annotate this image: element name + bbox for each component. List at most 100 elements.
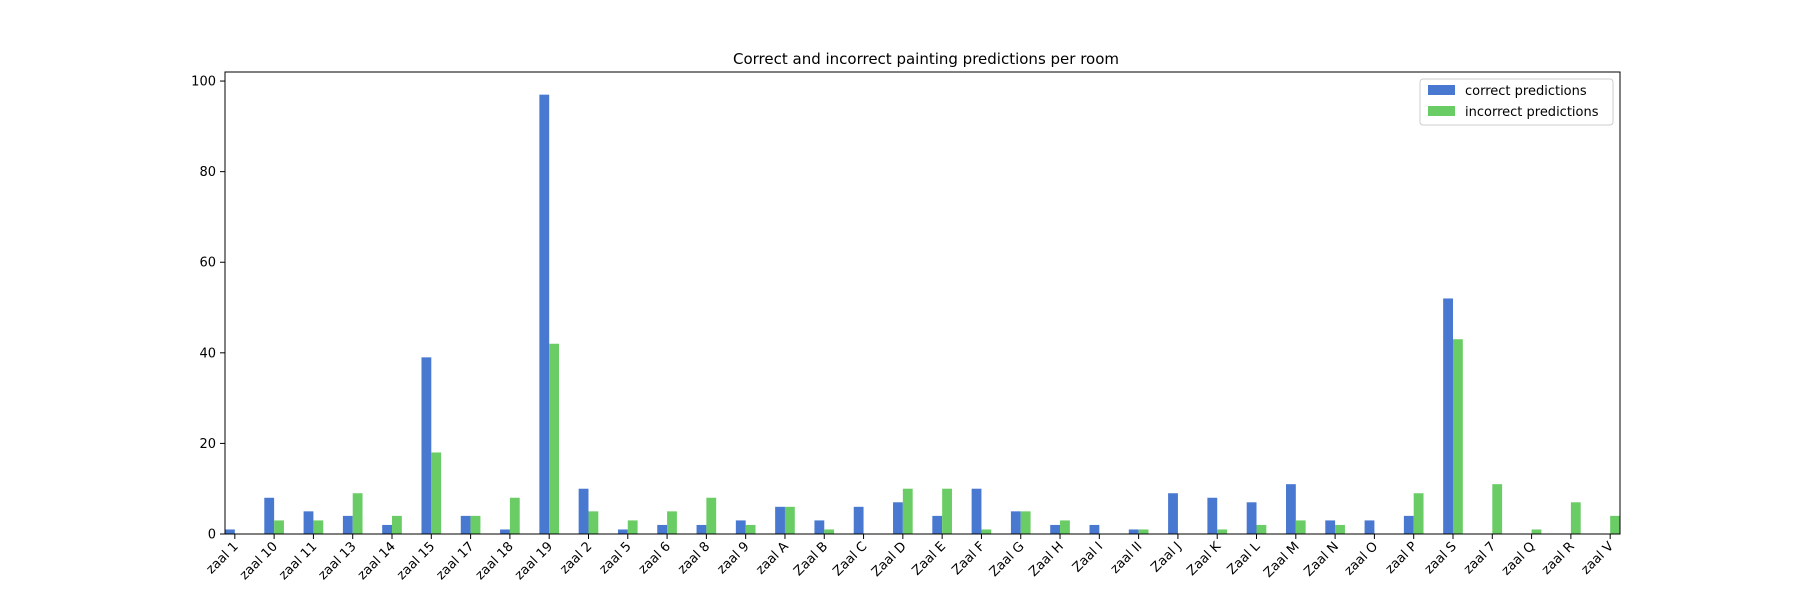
y-tick-label: 40 (199, 346, 216, 361)
x-tick-label: Zaal E (910, 539, 949, 578)
bar-incorrect-23 (1138, 529, 1149, 534)
bar-correct-3 (342, 515, 353, 534)
bar-correct-5 (421, 357, 432, 534)
x-tick-label: Zaal J (1148, 539, 1184, 575)
bar-correct-10 (617, 529, 628, 534)
bar-incorrect-6 (470, 515, 481, 534)
chart-title: Correct and incorrect painting predictio… (733, 50, 1119, 68)
bar-incorrect-21 (1060, 520, 1070, 534)
bar-correct-18 (932, 515, 943, 534)
x-tick-label: Zaal F (949, 539, 988, 578)
legend-swatch-correct (1428, 85, 1455, 95)
y-tick-label: 80 (199, 165, 216, 180)
bar-correct-26 (1246, 502, 1257, 534)
bar-incorrect-2 (313, 520, 324, 534)
bar-correct-13 (735, 520, 746, 534)
x-tick-label: zaal 10 (237, 539, 281, 583)
x-tick-label: zaal 13 (316, 539, 360, 583)
bar-incorrect-15 (824, 529, 835, 534)
bar-incorrect-25 (1217, 529, 1228, 534)
plot-frame (224, 71, 1621, 535)
bar-incorrect-31 (1452, 339, 1463, 534)
bar-incorrect-4 (392, 515, 402, 534)
bar-correct-2 (303, 511, 314, 534)
legend-label-correct: correct predictions (1465, 84, 1587, 99)
bar-incorrect-10 (627, 520, 638, 534)
bar-correct-23 (1128, 529, 1139, 534)
bar-correct-0 (225, 529, 235, 534)
x-tick-label: zaal 9 (714, 539, 752, 577)
bar-incorrect-28 (1335, 524, 1345, 534)
x-tick-label: Zaal N (1301, 539, 1342, 580)
bar-incorrect-7 (509, 497, 520, 534)
x-tick-label: zaal 11 (276, 539, 320, 583)
bar-incorrect-32 (1492, 484, 1503, 534)
bar-correct-6 (460, 515, 471, 534)
y-tick-label: 100 (191, 75, 216, 90)
x-tick-label: Zaal L (1225, 539, 1264, 578)
x-tick-label: zaal II (1108, 539, 1146, 577)
bar-correct-11 (657, 524, 668, 534)
x-tick-label: zaal O (1342, 539, 1381, 578)
bar-correct-27 (1285, 484, 1296, 534)
bar-incorrect-30 (1413, 493, 1424, 534)
x-tick-label: zaal 15 (394, 539, 438, 583)
bar-incorrect-34 (1570, 502, 1581, 534)
bar-correct-20 (1010, 511, 1021, 534)
x-tick-label: zaal 2 (557, 539, 595, 577)
legend-box (1419, 78, 1614, 126)
x-tick-label: zaal P (1383, 539, 1421, 577)
bar-correct-19 (971, 488, 982, 534)
x-tick-label: zaal 8 (675, 539, 713, 577)
bar-incorrect-18 (942, 488, 952, 534)
bar-incorrect-5 (431, 452, 442, 534)
x-tick-label: zaal 18 (473, 539, 517, 583)
bar-incorrect-33 (1531, 529, 1542, 534)
x-tick-label: zaal S (1422, 539, 1460, 577)
bar-incorrect-26 (1256, 524, 1267, 534)
x-tick-label: zaal 14 (355, 539, 399, 583)
x-tick-label: Zaal G (987, 539, 1028, 580)
bar-incorrect-9 (588, 511, 599, 534)
bar-correct-30 (1403, 515, 1414, 534)
bar-incorrect-20 (1020, 511, 1031, 534)
x-tick-label: zaal 6 (636, 539, 674, 577)
bar-correct-25 (1207, 497, 1218, 534)
bar-correct-12 (696, 524, 707, 534)
bar-incorrect-12 (706, 497, 717, 534)
bar-correct-21 (1050, 524, 1061, 534)
bar-correct-17 (893, 502, 903, 534)
x-tick-label: Zaal D (869, 539, 910, 580)
y-tick-label: 0 (208, 528, 216, 543)
legend-label-incorrect: incorrect predictions (1465, 105, 1599, 120)
y-tick-label: 60 (199, 256, 216, 271)
legend: correct predictions incorrect prediction… (1419, 78, 1614, 126)
bar-correct-16 (853, 506, 864, 534)
bar-correct-4 (382, 524, 392, 534)
bar-incorrect-19 (981, 529, 992, 534)
bar-correct-8 (539, 94, 550, 535)
x-tick-label: Zaal H (1026, 539, 1067, 580)
bar-incorrect-3 (352, 493, 363, 534)
bar-correct-7 (500, 529, 510, 534)
bar-incorrect-14 (784, 506, 795, 534)
y-tick-label: 20 (199, 437, 216, 452)
bars-group (225, 94, 1620, 535)
bar-incorrect-27 (1295, 520, 1306, 534)
bar-incorrect-8 (549, 343, 560, 534)
bar-correct-29 (1364, 520, 1375, 534)
bar-correct-1 (264, 497, 275, 534)
bar-correct-14 (775, 506, 785, 534)
legend-swatch-incorrect (1428, 106, 1455, 116)
x-tick-label: zaal 17 (434, 539, 478, 583)
x-tick-label: zaal R (1539, 539, 1578, 578)
x-tick-label: Zaal K (1184, 539, 1224, 579)
x-tick-label: zaal V (1579, 539, 1618, 578)
bar-correct-24 (1168, 493, 1178, 534)
bar-incorrect-1 (274, 520, 284, 534)
x-tick-label: Zaal M (1261, 539, 1303, 581)
bar-correct-9 (578, 488, 589, 534)
x-tick-label: Zaal B (791, 539, 831, 579)
